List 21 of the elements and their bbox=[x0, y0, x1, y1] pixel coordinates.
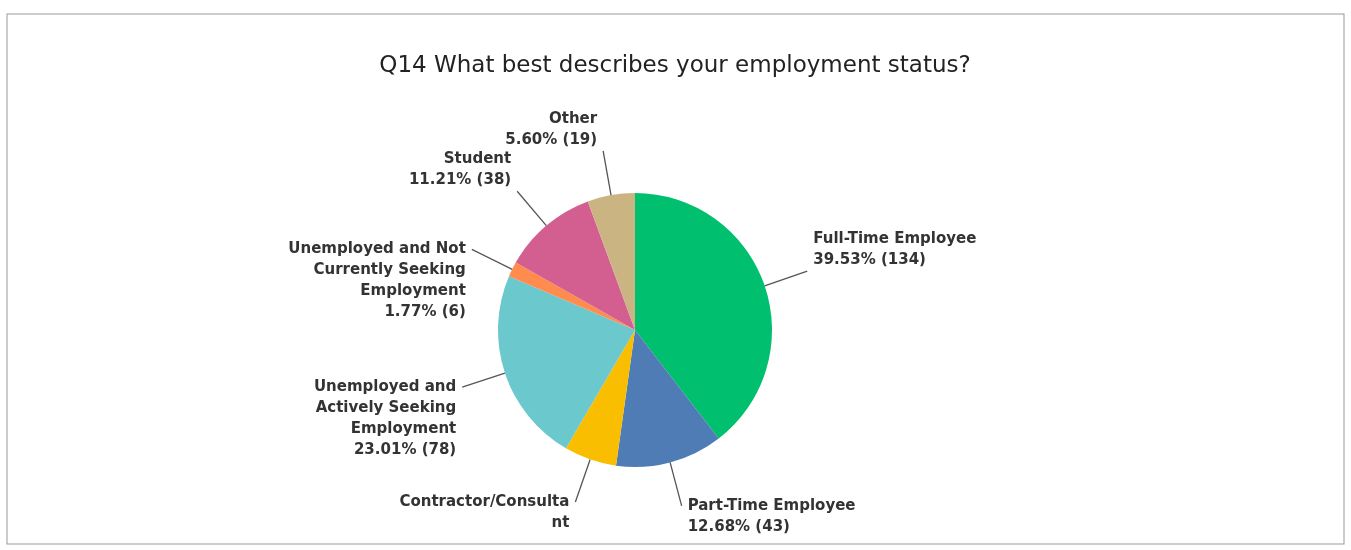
slice-label: Unemployed and Not Currently Seeking Employment bbox=[288, 239, 466, 300]
data-label: 23.01% (78) bbox=[353, 440, 457, 459]
pie-slice bbox=[587, 193, 635, 330]
pie-slice bbox=[498, 276, 635, 449]
pie-slice bbox=[515, 201, 635, 330]
data-label: 12.68% (43) bbox=[687, 516, 790, 535]
slice-label: Part-Time Employee bbox=[687, 495, 856, 514]
slice-label: Contractor/Consulta nt bbox=[399, 491, 570, 531]
slice-label: Full-Time Employee bbox=[813, 229, 977, 248]
data-label: 39.53% (134) bbox=[813, 250, 926, 269]
slice-label: Student bbox=[443, 149, 512, 168]
pie-slice bbox=[635, 193, 772, 439]
data-label: 11.21% (38) bbox=[408, 170, 512, 189]
pie-slice bbox=[615, 330, 719, 467]
pie-slice bbox=[508, 262, 635, 330]
slice-label: Other bbox=[548, 108, 598, 127]
slice-label: Unemployed and Actively Seeking Employment bbox=[313, 377, 457, 438]
data-label: 1.77% (6) bbox=[384, 302, 466, 321]
chart-title: Q14 What best describes your employment status? bbox=[379, 51, 971, 77]
data-label: 5.60% (19) bbox=[505, 129, 598, 148]
pie-slice bbox=[565, 330, 635, 466]
